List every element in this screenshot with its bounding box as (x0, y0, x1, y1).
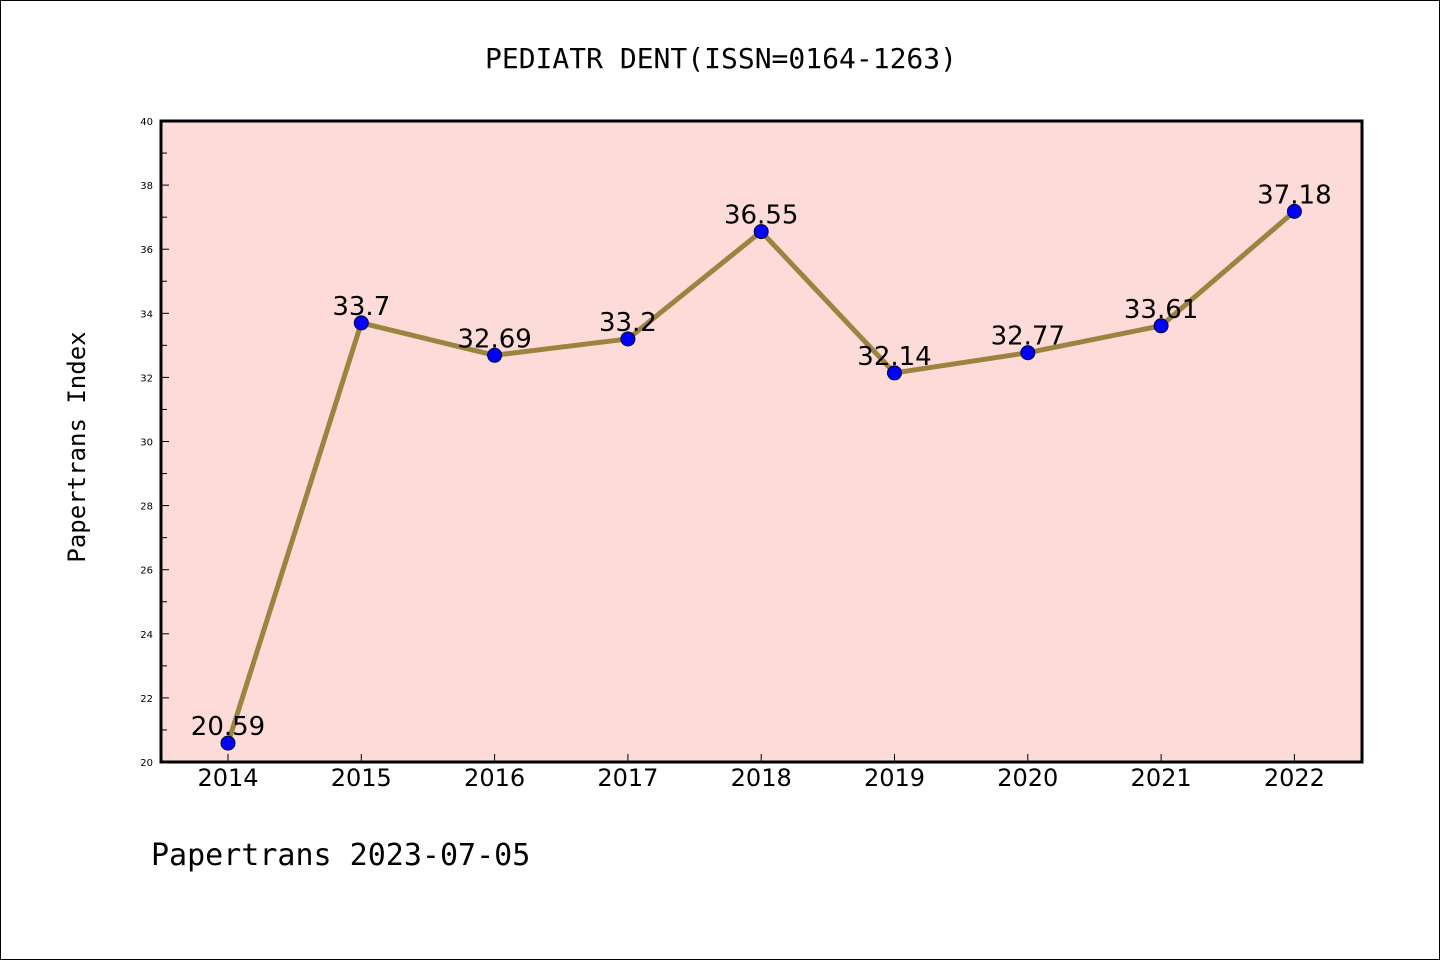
y-tick-label: 36 (140, 245, 153, 256)
x-tick-label: 2018 (731, 764, 792, 792)
y-tick-label: 38 (140, 181, 153, 192)
data-point-2015 (353, 315, 369, 331)
data-label-2022: 37.18 (1257, 180, 1331, 210)
series-layer: 20.59 33.7 32.69 33.2 36.55 32.14 32.77 33.61 37… (191, 180, 1332, 751)
y-tick-label: 34 (140, 309, 153, 320)
x-tick-label: 2015 (331, 764, 392, 792)
data-point-2018 (753, 224, 769, 240)
y-axis: 20 22 24 26 28 30 32 34 36 38 40 (140, 117, 169, 769)
x-tick-label: 2021 (1131, 764, 1192, 792)
y-tick-label: 40 (140, 117, 153, 128)
data-point-2022 (1286, 203, 1302, 219)
y-tick-label: 30 (140, 438, 153, 449)
x-tick-label: 2017 (597, 764, 658, 792)
data-point-2020 (1020, 345, 1036, 361)
y-axis-label: Papertrans Index (63, 331, 91, 562)
data-point-2014 (220, 735, 236, 751)
y-tick-label: 26 (140, 566, 153, 577)
data-point-2017 (620, 331, 636, 347)
x-tick-label: 2019 (864, 764, 925, 792)
footer-caption: Papertrans 2023-07-05 (151, 838, 530, 873)
x-tick-label: 2014 (197, 764, 258, 792)
data-label-2019: 32.14 (857, 342, 931, 372)
data-point-2021 (1153, 318, 1169, 334)
data-point-2019 (887, 365, 902, 381)
data-point-2016 (487, 347, 503, 363)
data-label-2015: 33.7 (332, 292, 390, 322)
data-label-2021: 33.61 (1124, 295, 1198, 325)
x-tick-label: 2022 (1264, 764, 1325, 792)
data-label-2017: 33.2 (599, 308, 657, 338)
x-tick-label: 2020 (997, 764, 1058, 792)
chart-title: PEDIATR DENT(ISSN=0164-1263) (485, 42, 957, 75)
data-label-2014: 20.59 (191, 712, 265, 742)
y-tick-label: 22 (140, 694, 153, 705)
y-tick-label: 24 (140, 630, 153, 641)
data-label-2020: 32.77 (991, 322, 1065, 352)
y-tick-label: 28 (140, 502, 153, 513)
x-axis: 2014 2015 2016 2017 2018 2019 2020 2021 2022 (197, 754, 1325, 792)
data-label-2018: 36.55 (724, 201, 798, 231)
data-label-2016: 32.69 (457, 324, 531, 354)
y-tick-label: 20 (140, 758, 153, 769)
x-tick-label: 2016 (464, 764, 525, 792)
y-tick-label: 32 (140, 373, 153, 384)
